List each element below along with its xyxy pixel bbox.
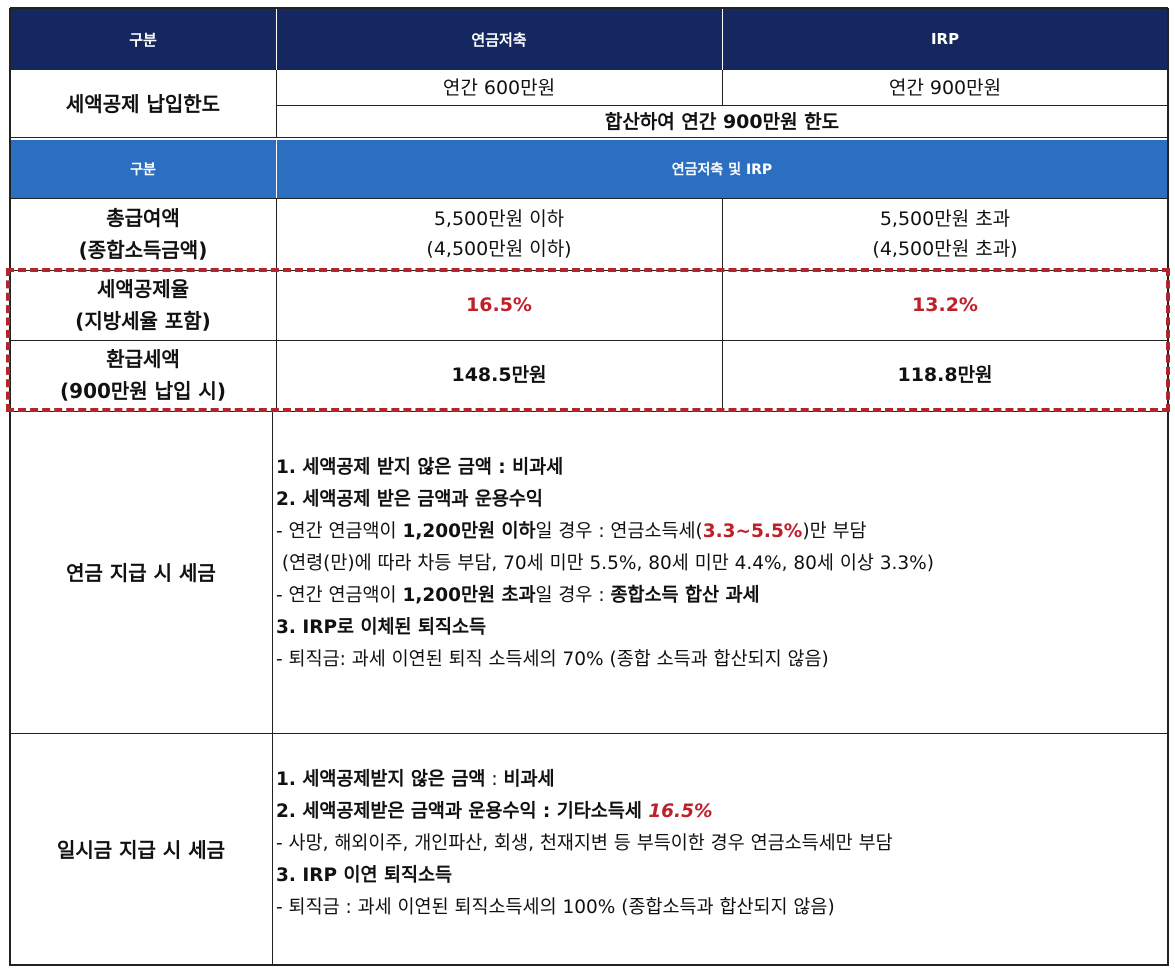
pension-tax-line: 3. IRP로 이체된 퇴직소득 — [276, 617, 487, 638]
rate-low-text: 16.5% — [466, 294, 532, 316]
income-low-line2: (4,500만원 이하) — [426, 238, 572, 260]
pension-tax-line: (연령(만)에 따라 차등 부담, 70세 미만 5.5%, 80세 미만 4.… — [276, 553, 934, 574]
limit-irp: 연간 900만원 — [722, 70, 1168, 106]
header-col-category: 구분 — [10, 8, 276, 70]
header2-col-products: 연금저축 및 IRP — [276, 140, 1168, 198]
col-divider — [722, 70, 723, 106]
col-divider — [722, 198, 723, 412]
header2-divider — [276, 140, 277, 198]
table-border-right — [1167, 8, 1169, 966]
table-border-top — [10, 7, 1168, 9]
income-label: 총급여액 (종합소득금액) — [10, 198, 276, 270]
lump-tax-line: 3. IRP 이연 퇴직소득 — [276, 865, 453, 886]
refund-low-text: 148.5만원 — [451, 364, 547, 386]
lump-tax-line: - 사망, 해외이주, 개인파산, 회생, 천재지변 등 부득이한 경우 연금소… — [276, 833, 893, 854]
refund-label-line1: 환급세액 — [106, 347, 180, 371]
refund-label-line2: (900만원 납입 시) — [60, 379, 226, 403]
refund-high-text: 118.8만원 — [897, 364, 993, 386]
limit-combined: 합산하여 연간 900만원 한도 — [276, 106, 1168, 138]
col-divider — [276, 198, 277, 412]
header-irp-label: IRP — [930, 30, 960, 48]
pension-tax-line: - 연간 연금액이 1,200만원 초과일 경우 : 종합소득 합산 과세 — [276, 585, 760, 606]
limit-irp-text: 연간 900만원 — [888, 77, 1002, 99]
refund-high: 118.8만원 — [722, 340, 1168, 410]
header-pension-savings-label: 연금저축 — [471, 30, 527, 49]
row-divider — [10, 340, 1168, 341]
lump-tax-line: 2. 세액공제받은 금액과 운용수익 : 기타소득세 16.5% — [276, 801, 713, 822]
limit-pension-savings-text: 연간 600만원 — [442, 77, 556, 99]
pension-tax-details: 1. 세액공제 받지 않은 금액 : 비과세 2. 세액공제 받은 금액과 운용… — [276, 452, 934, 676]
pension-tax-line: 2. 세액공제 받은 금액과 운용수익 — [276, 489, 543, 510]
refund-low: 148.5만원 — [276, 340, 722, 410]
income-label-line1: 총급여액 — [106, 206, 180, 230]
header2-category-label: 구분 — [130, 162, 156, 178]
lump-tax-line: 1. 세액공제받지 않은 금액 : 비과세 — [276, 769, 555, 790]
lump-tax-label: 일시금 지급 시 세금 — [10, 734, 272, 966]
rate-label-line1: 세액공제율 — [97, 277, 189, 301]
refund-label: 환급세액 (900만원 납입 시) — [10, 340, 276, 410]
limit-pension-savings: 연간 600만원 — [276, 70, 722, 106]
income-label-line2: (종합소득금액) — [78, 238, 208, 262]
header-row-1 — [10, 8, 1168, 70]
limit-combined-text: 합산하여 연간 900만원 한도 — [604, 111, 840, 133]
income-high: 5,500만원 초과 (4,500만원 초과) — [722, 198, 1168, 270]
income-low-line1: 5,500만원 이하 — [433, 208, 565, 230]
header-col-irp: IRP — [722, 8, 1168, 70]
header2-col-category: 구분 — [10, 140, 276, 198]
income-high-line1: 5,500만원 초과 — [879, 208, 1011, 230]
table-border-left — [9, 8, 11, 966]
pension-tax-line: - 퇴직금: 과세 이연된 퇴직 소득세의 70% (종합 소득과 합산되지 않… — [276, 649, 829, 670]
rate-high-text: 13.2% — [912, 294, 978, 316]
lump-tax-label-text: 일시금 지급 시 세금 — [56, 838, 226, 862]
limit-label: 세액공제 납입한도 — [10, 70, 276, 138]
rate-label-line2: (지방세율 포함) — [75, 309, 211, 333]
header-category-label: 구분 — [129, 30, 157, 49]
header-row-2 — [10, 140, 1168, 198]
lump-tax-details: 1. 세액공제받지 않은 금액 : 비과세 2. 세액공제받은 금액과 운용수익… — [276, 764, 893, 924]
rate-high: 13.2% — [722, 270, 1168, 340]
pension-tax-line: - 연간 연금액이 1,200만원 이하일 경우 : 연금소득세(3.3~5.5… — [276, 521, 867, 542]
income-low: 5,500만원 이하 (4,500만원 이하) — [276, 198, 722, 270]
header-divider — [722, 8, 723, 70]
col-divider — [276, 70, 277, 138]
income-high-line2: (4,500만원 초과) — [872, 238, 1018, 260]
col-divider — [272, 412, 273, 966]
row-divider — [10, 198, 1168, 199]
header-divider — [276, 8, 277, 70]
header-col-pension-savings: 연금저축 — [276, 8, 722, 70]
pension-tax-label: 연금 지급 시 세금 — [10, 412, 272, 734]
rate-label: 세액공제율 (지방세율 포함) — [10, 270, 276, 340]
rate-low: 16.5% — [276, 270, 722, 340]
row-divider — [10, 137, 1168, 138]
limit-label-text: 세액공제 납입한도 — [65, 92, 221, 116]
pension-tax-line: 1. 세액공제 받지 않은 금액 : 비과세 — [276, 457, 564, 478]
lump-tax-line: - 퇴직금 : 과세 이연된 퇴직소득세의 100% (종합소득과 합산되지 않… — [276, 897, 835, 918]
row-divider — [10, 733, 1168, 734]
pension-tax-label-text: 연금 지급 시 세금 — [66, 561, 216, 585]
highlight-box — [6, 268, 1170, 412]
header2-products-label: 연금저축 및 IRP — [671, 162, 773, 178]
table-border-bottom — [10, 964, 1168, 966]
